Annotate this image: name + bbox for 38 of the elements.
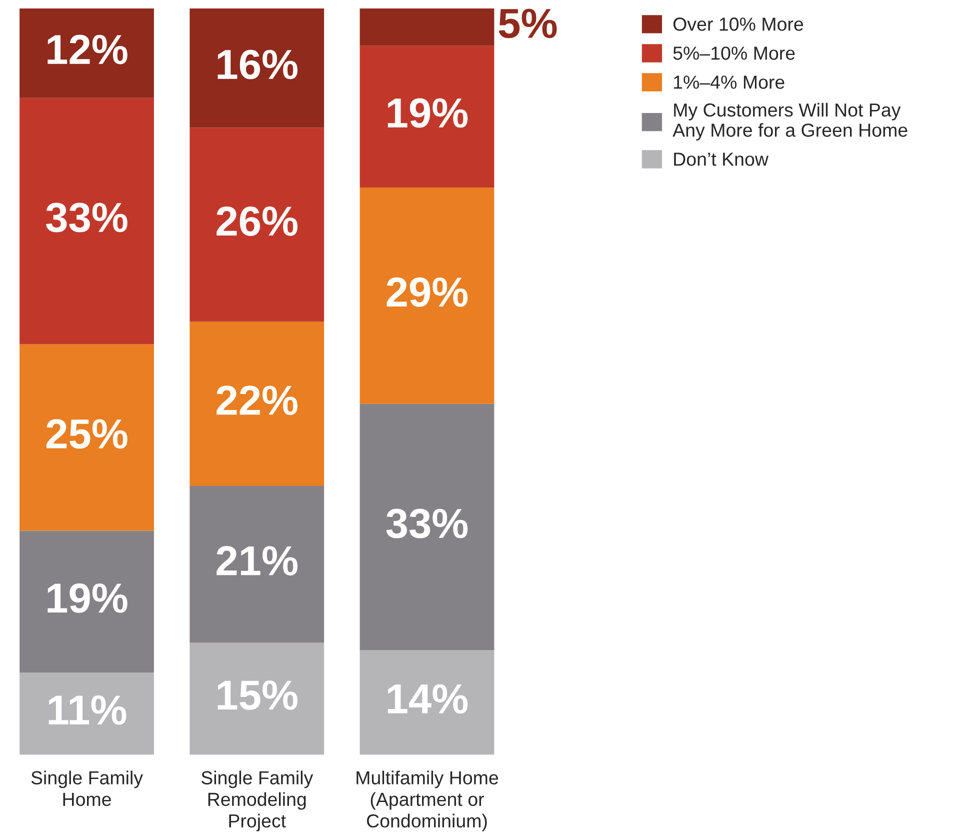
bar — [190, 322, 324, 486]
data-label: 12% — [48, 34, 128, 64]
bar — [360, 404, 494, 650]
data-label: 21% — [216, 546, 298, 576]
bar — [360, 8, 494, 46]
legend-label: Over 10% More — [673, 18, 804, 31]
data-label: 19% — [48, 583, 128, 613]
legend-label: My Customers Will Not Pay Any More for a Green Home — [672, 102, 908, 141]
legend-label: 1%–4% More — [674, 76, 784, 89]
bar — [190, 486, 324, 643]
data-label: 33% — [46, 202, 128, 232]
data-label: 19% — [388, 98, 468, 128]
data-label: 22% — [216, 386, 298, 416]
x-tick-label: Single Family Home — [31, 770, 143, 806]
bar — [20, 98, 154, 344]
bar — [20, 530, 154, 673]
data-label: 15% — [218, 680, 298, 710]
x-tick-label: Single Family Remodeling Project — [201, 770, 314, 832]
data-label: 5% — [498, 8, 557, 38]
bar — [360, 187, 494, 404]
data-label: 29% — [386, 277, 468, 307]
data-label: 25% — [46, 419, 128, 449]
data-label: 14% — [388, 684, 468, 714]
bar — [190, 128, 324, 322]
data-label: 33% — [386, 508, 468, 538]
legend-label: 5%–10% More — [673, 46, 795, 60]
data-label: 26% — [216, 206, 298, 236]
data-label: 16% — [218, 50, 298, 80]
bar — [190, 8, 324, 128]
bar — [360, 46, 494, 188]
bar — [360, 650, 494, 755]
x-tick-label: Multifamily Home (Apartment or Condominium) — [356, 770, 498, 832]
bar — [20, 8, 154, 98]
bar — [20, 672, 154, 755]
bar — [20, 344, 154, 531]
legend-label: Don’t Know — [674, 152, 769, 166]
data-label: 11% — [48, 695, 126, 725]
bar — [190, 642, 324, 755]
